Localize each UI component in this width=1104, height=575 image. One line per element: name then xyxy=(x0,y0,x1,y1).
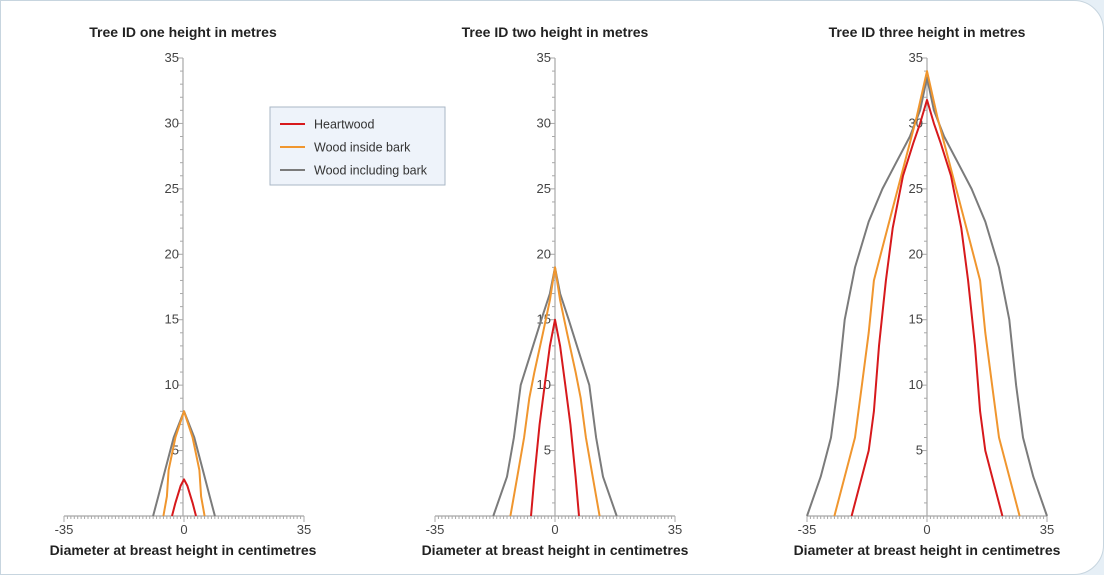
chart-1: Tree ID one height in metres -35 0 35 5 10 15 2… xyxy=(50,24,317,558)
legend-label: Heartwood xyxy=(314,118,374,132)
x-tick-label: -35 xyxy=(426,522,445,537)
legend-label: Wood inside bark xyxy=(314,141,411,155)
series-line-including-bark xyxy=(152,410,216,517)
x-tick-label: 0 xyxy=(551,522,558,537)
x-tick-label: 35 xyxy=(1040,522,1054,537)
y-tick-label: 30 xyxy=(537,115,551,130)
series-line-heartwood xyxy=(530,318,580,517)
y-tick-label: 5 xyxy=(916,443,923,458)
y-tick-label: 25 xyxy=(537,181,551,196)
series-line-heartwood xyxy=(171,478,197,517)
x-axis-label: Diameter at breast height in centimetres xyxy=(422,542,689,558)
x-tick-label: -35 xyxy=(798,522,817,537)
series-line-inside-bark xyxy=(162,410,206,517)
x-axis-label: Diameter at breast height in centimetres xyxy=(50,542,317,558)
y-tick-label: 25 xyxy=(909,181,923,196)
y-tick-label: 35 xyxy=(909,50,923,65)
x-tick-label: 0 xyxy=(180,522,187,537)
series-line-inside-bark xyxy=(833,70,1021,517)
y-tick-label: 20 xyxy=(909,246,923,261)
series-line-inside-bark xyxy=(509,266,601,517)
y-tick-label: 35 xyxy=(537,50,551,65)
y-tick-label: 5 xyxy=(544,443,551,458)
legend: Heartwood Wood inside bark Wood including … xyxy=(269,106,446,186)
x-tick-label: -35 xyxy=(55,522,74,537)
x-tick-label: 0 xyxy=(923,522,930,537)
legend-label: Wood including bark xyxy=(314,164,428,178)
y-tick-label: 25 xyxy=(165,181,179,196)
x-tick-label: 35 xyxy=(668,522,682,537)
y-tick-label: 35 xyxy=(165,50,179,65)
y-tick-label: 15 xyxy=(165,312,179,327)
x-tick-label: 35 xyxy=(297,522,311,537)
chart-title: Tree ID three height in metres xyxy=(829,24,1026,40)
y-tick-label: 5 xyxy=(172,443,179,458)
chart-title: Tree ID two height in metres xyxy=(462,24,649,40)
y-tick-label: 10 xyxy=(165,377,179,392)
y-tick-label: 20 xyxy=(537,246,551,261)
chart-3: Tree ID three height in metres -35 0 35 5 10 1… xyxy=(794,24,1061,558)
chart-2: Tree ID two height in metres-35 0 35510152… xyxy=(422,24,689,558)
y-tick-label: 10 xyxy=(909,377,923,392)
series-line-including-bark xyxy=(806,76,1048,517)
y-tick-label: 15 xyxy=(909,312,923,327)
x-axis-label: Diameter at breast height in centimetres xyxy=(794,542,1061,558)
chart-title: Tree ID one height in metres xyxy=(89,24,277,40)
y-tick-label: 20 xyxy=(165,246,179,261)
y-tick-label: 30 xyxy=(165,115,179,130)
series-line-heartwood xyxy=(850,98,1004,517)
